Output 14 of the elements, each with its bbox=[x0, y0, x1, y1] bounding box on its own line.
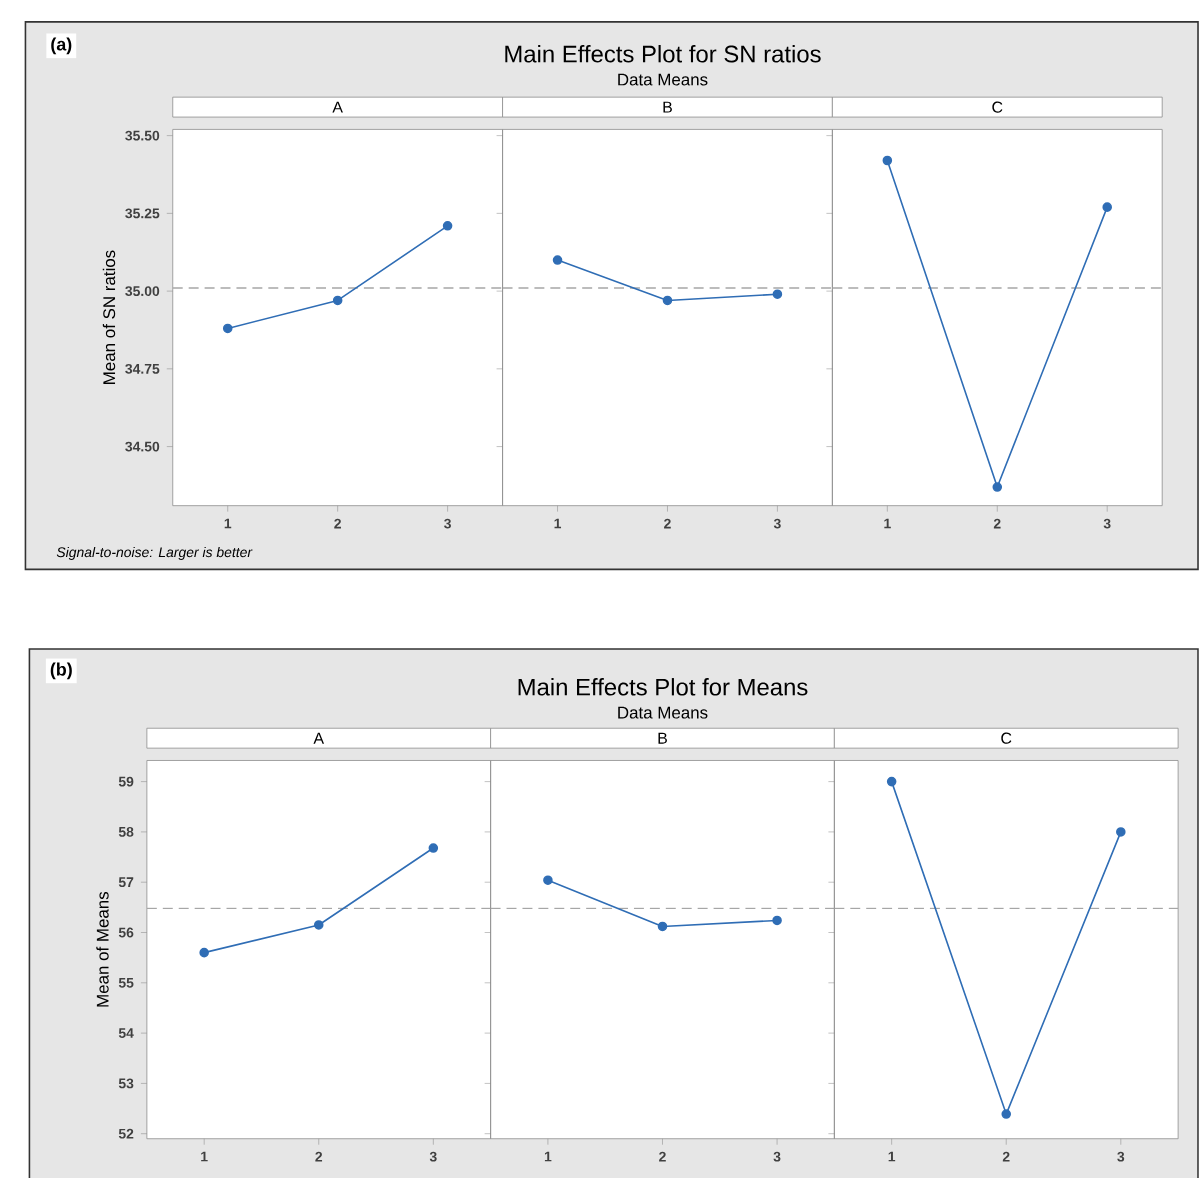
text: Main Effects Plot for Means bbox=[518, 677, 808, 696]
text: Data Means bbox=[618, 73, 708, 86]
text: Main Effects Plot for SN ratios bbox=[505, 44, 821, 63]
text: (b) bbox=[50, 662, 72, 679]
point bbox=[313, 919, 324, 930]
point bbox=[199, 947, 209, 958]
y-axis-title: Mean of Means bbox=[96, 891, 109, 1007]
text: Data Means bbox=[618, 706, 708, 719]
point bbox=[442, 220, 453, 231]
text: (a) bbox=[51, 37, 72, 54]
point bbox=[332, 295, 343, 305]
point bbox=[222, 323, 233, 333]
point bbox=[428, 842, 439, 853]
y-axis-title: Mean of SN ratios bbox=[102, 250, 116, 384]
